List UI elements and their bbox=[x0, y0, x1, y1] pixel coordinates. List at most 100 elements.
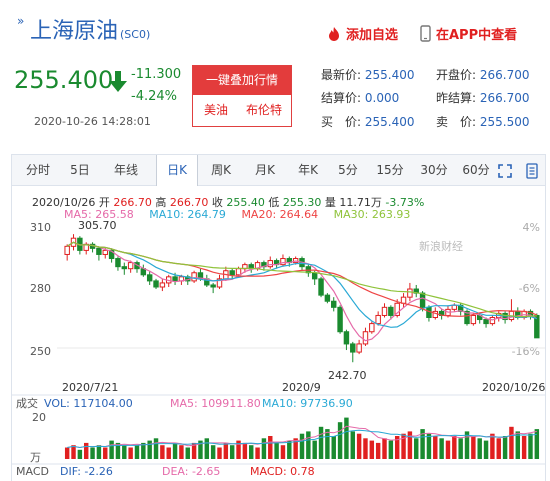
volume-bar bbox=[318, 426, 324, 459]
page-title: 上海原油 bbox=[30, 19, 119, 44]
tab-60min[interactable]: 60分 bbox=[462, 163, 490, 177]
volume-bar bbox=[337, 422, 343, 459]
y-tick-280: 280 bbox=[30, 282, 51, 295]
volume-bar bbox=[185, 447, 190, 459]
volume-bar bbox=[363, 438, 368, 459]
candle bbox=[64, 245, 70, 255]
wti-overlay-button[interactable]: 美油 bbox=[204, 103, 229, 117]
volume-bar bbox=[198, 440, 203, 459]
y-tick-250: 250 bbox=[30, 345, 51, 358]
volume-bar bbox=[77, 449, 83, 459]
tab-yearline[interactable]: 年线 bbox=[113, 163, 138, 177]
volume-bar bbox=[287, 440, 292, 459]
volume-bar bbox=[502, 436, 508, 459]
candle bbox=[470, 314, 477, 325]
volume-bar bbox=[242, 442, 248, 459]
candle bbox=[369, 323, 375, 333]
tab-yearly-k[interactable]: 年K bbox=[298, 163, 318, 177]
ma10-line bbox=[66, 241, 537, 328]
tab-15min[interactable]: 15分 bbox=[376, 163, 404, 177]
add-favorite-button[interactable]: 添加自选 bbox=[326, 24, 398, 43]
pct-tick-neg6: -6% bbox=[519, 282, 540, 295]
brent-overlay-button[interactable]: 布伦特 bbox=[246, 103, 283, 117]
stat-bid: 买 价: 255.400 bbox=[321, 115, 415, 129]
candle bbox=[350, 343, 356, 353]
x-label-mid: 2020/9 bbox=[282, 381, 321, 394]
price-change: -11.300 bbox=[131, 67, 182, 82]
candle bbox=[229, 270, 235, 276]
volume-bar bbox=[382, 438, 387, 459]
volume-bar bbox=[96, 445, 102, 459]
volume-bar bbox=[521, 436, 527, 459]
volume-bar bbox=[109, 440, 114, 459]
candle bbox=[534, 314, 540, 339]
ma-legend: MA5: 265.58 MA10: 264.79 MA20: 264.64 MA… bbox=[64, 208, 410, 221]
volume-bar bbox=[115, 442, 121, 459]
high-annotation: 305.70 bbox=[78, 219, 117, 232]
volume-bar bbox=[210, 445, 216, 459]
ma5-value: MA5: 265.58 bbox=[64, 208, 134, 221]
volume-bar bbox=[179, 445, 184, 459]
volume-bar bbox=[445, 440, 451, 459]
candle bbox=[375, 314, 381, 325]
stat-latest: 最新价: 255.400 bbox=[321, 68, 415, 82]
tab-daily-k[interactable]: 日K bbox=[156, 155, 198, 186]
candlestick-chart[interactable]: 310 280 250 4% -6% -16% 新浪财经 305.70 242.… bbox=[12, 175, 545, 480]
volume-bar bbox=[268, 436, 273, 459]
volume-bar bbox=[280, 445, 286, 459]
candle bbox=[216, 278, 223, 288]
stat-ask: 卖 价: 255.500 bbox=[436, 115, 530, 129]
candle bbox=[464, 310, 470, 325]
vol-ma5: MA5: 109911.80 bbox=[170, 397, 261, 410]
volume-bar bbox=[141, 442, 146, 459]
volume-bar bbox=[71, 445, 76, 459]
contract-code: (SC0) bbox=[120, 28, 151, 41]
candle bbox=[108, 249, 115, 260]
candle bbox=[191, 272, 197, 282]
last-price: 255.400 bbox=[14, 66, 114, 94]
tab-30min[interactable]: 30分 bbox=[420, 163, 448, 177]
volume-bar bbox=[439, 438, 444, 459]
volume-bar bbox=[401, 433, 406, 459]
chart-tabs: 分时 5日 年线 日K 周K 月K 年K 5分 15分 30分 60分 bbox=[12, 155, 545, 186]
volume-bar bbox=[229, 445, 235, 459]
candle bbox=[153, 280, 159, 288]
fullscreen-icon[interactable] bbox=[498, 164, 512, 178]
tab-intraday[interactable]: 分时 bbox=[25, 163, 50, 177]
candle bbox=[388, 306, 394, 316]
tab-monthly-k[interactable]: 月K bbox=[255, 163, 275, 177]
volume-bar bbox=[160, 445, 165, 459]
candle bbox=[96, 247, 102, 255]
volume-bar bbox=[274, 442, 279, 459]
add-favorite-label: 添加自选 bbox=[346, 28, 399, 43]
more-options-icon[interactable] bbox=[526, 163, 538, 179]
volume-bar bbox=[128, 447, 133, 459]
volume-bar bbox=[312, 440, 317, 459]
tab-5day[interactable]: 5日 bbox=[70, 163, 90, 177]
volume-bar bbox=[299, 433, 305, 459]
volume-bar bbox=[223, 442, 229, 459]
volume-bar bbox=[458, 438, 463, 459]
volume-bar bbox=[103, 447, 108, 459]
volume-bar bbox=[217, 447, 222, 459]
tab-5min[interactable]: 5分 bbox=[338, 163, 358, 177]
volume-ma-line bbox=[67, 429, 537, 449]
volume-bar bbox=[515, 431, 521, 459]
volume-bar bbox=[153, 438, 159, 459]
vol-axis-unit: 万 bbox=[30, 451, 41, 464]
volume-bar bbox=[356, 433, 362, 459]
overlay-quotes-button[interactable]: 一键叠加行情 bbox=[193, 66, 291, 95]
volume-bar bbox=[407, 431, 413, 459]
volume-bar bbox=[90, 447, 95, 459]
candle bbox=[331, 300, 337, 308]
volume-bar bbox=[236, 440, 241, 459]
candle bbox=[127, 262, 134, 270]
volume-bar bbox=[433, 436, 438, 459]
header: » 上海原油 (SC0) 添加自选 在APP中查看 bbox=[0, 0, 550, 44]
candle bbox=[362, 331, 369, 345]
candle bbox=[381, 306, 388, 316]
expand-arrow-icon[interactable]: » bbox=[17, 14, 25, 28]
ohlc-info: 2020/10/26 开 266.70 高 266.70 收 255.40 低 … bbox=[32, 196, 425, 209]
tab-weekly-k[interactable]: 周K bbox=[211, 163, 231, 177]
open-in-app-button[interactable]: 在APP中查看 bbox=[420, 24, 517, 43]
